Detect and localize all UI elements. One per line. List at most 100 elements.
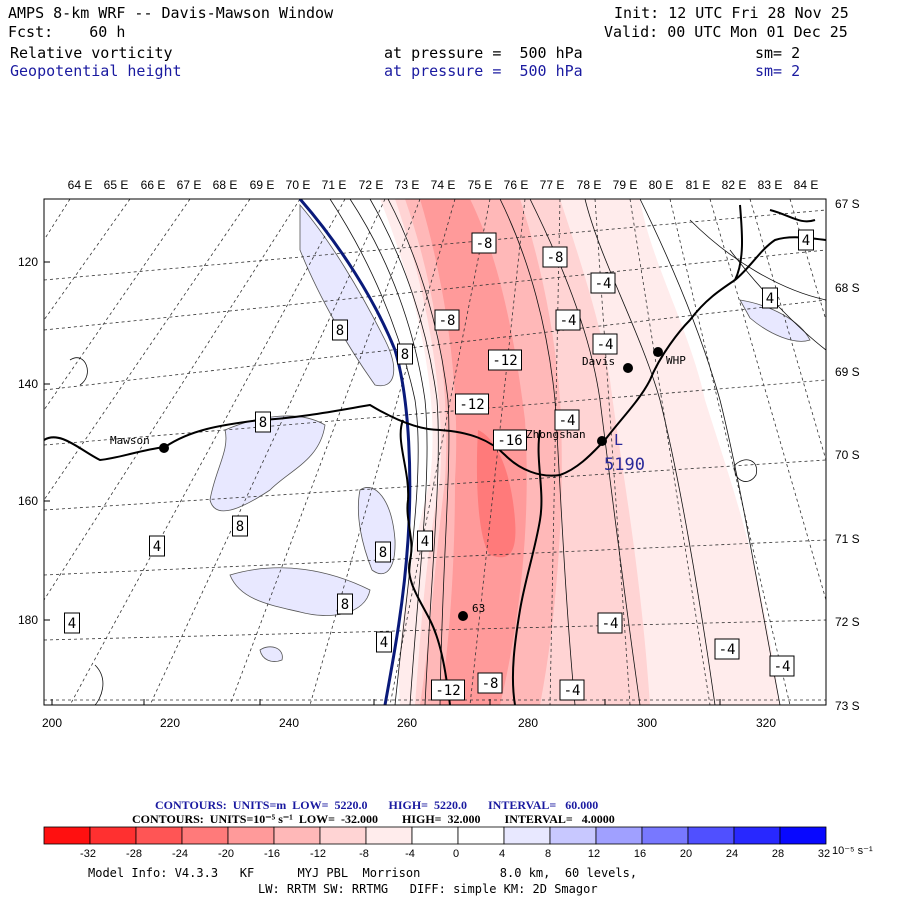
contour-label-box (337, 593, 353, 615)
lat-label: 69 S (835, 365, 860, 379)
lon-label: 74 E (431, 178, 456, 192)
contour-label: 4 (380, 635, 388, 651)
colorbar-swatch (457, 826, 505, 845)
height-contour-label: 5190 (604, 455, 645, 475)
colorbar-swatch (135, 826, 183, 845)
contour-label-box (542, 246, 568, 268)
colorbar-tick-label: -20 (218, 848, 234, 860)
lon-label: 79 E (613, 178, 638, 192)
contour-label: -4 (774, 659, 791, 675)
longitude-labels: 64 E 65 E 66 E 67 E 68 E 69 E 70 E 71 E … (68, 178, 819, 192)
colorbar: -32 -28 -24 -20 -16 -12 -8 -4 0 4 8 12 16 20 24 28 32 10⁻… (43, 826, 873, 860)
coastline-ne (734, 204, 816, 281)
contour-label-box (397, 343, 413, 365)
colorbar-swatch (641, 826, 689, 845)
contour-label: -8 (482, 676, 499, 692)
field2-smoothing: sm= 2 (755, 62, 801, 80)
lat-label: 73 S (835, 699, 860, 713)
latitude-labels: 67 S 68 S 69 S 70 S 71 S 72 S 73 S (835, 197, 860, 713)
colorbar-tick-label: 8 (545, 848, 551, 860)
contour-label: -12 (492, 353, 517, 369)
vorticity-shade-minus12 (420, 199, 527, 705)
contour-label-box (798, 229, 814, 251)
contour-label: -4 (595, 276, 612, 292)
contour-label-box (455, 393, 489, 415)
lat-label: 67 S (835, 197, 860, 211)
y-tick-label: 140 (18, 377, 38, 391)
low-marker: L (614, 431, 623, 449)
contour-label: 4 (153, 539, 161, 555)
station-marker-whp (653, 347, 663, 357)
contour-label: -8 (439, 313, 456, 329)
contour-label-box (417, 530, 433, 552)
lon-label: 73 E (395, 178, 420, 192)
contour-label-box (590, 272, 616, 294)
forecast-hour: Fcst: 60 h (8, 23, 126, 41)
colorbar-tick-label: -16 (264, 848, 280, 860)
contour-label: -4 (602, 616, 619, 632)
contour-label-box (332, 319, 348, 341)
contour-label-box (375, 541, 391, 563)
lon-label: 68 E (213, 178, 238, 192)
contour-label: -12 (459, 397, 484, 413)
contour-label: 8 (259, 415, 267, 431)
contour-label: -8 (547, 250, 564, 266)
valid-time: Valid: 00 UTC Mon 01 Dec 25 (604, 23, 848, 41)
lon-label: 70 E (286, 178, 311, 192)
contour-label-box (255, 411, 271, 433)
graticule (44, 199, 826, 705)
lon-label: 66 E (141, 178, 166, 192)
contour-label-box (477, 672, 503, 694)
coastline-inlet (399, 419, 451, 705)
field2-name: Geopotential height (10, 62, 182, 80)
contour-label-box (232, 515, 248, 537)
lon-label: 75 E (468, 178, 493, 192)
colorbar-tick-label: 28 (772, 848, 784, 860)
contour-label: -16 (497, 433, 522, 449)
colorbar-units: 10⁻⁵ s⁻¹ (832, 845, 873, 857)
x-tick-label: 260 (397, 716, 417, 730)
vorticity-shade-plus8-c (229, 567, 371, 616)
colorbar-tick-label: -32 (80, 848, 96, 860)
lon-label: 77 E (540, 178, 565, 192)
contour-label-box (559, 679, 585, 701)
contour-labels: -8 -8 -8 -4 -4 -4 -12 -12 -16 -4 -4 -4 -4 -12 -8 -4 8 8 8 8… (64, 229, 814, 701)
stations: Mawson Davis WHP Zhongshan 63 (110, 347, 686, 621)
init-time: Init: 12 UTC Fri 28 Nov 25 (614, 4, 849, 22)
contour-label: 8 (341, 597, 349, 613)
contour-label: 8 (401, 347, 409, 363)
contour-label: 8 (336, 323, 344, 339)
contour-label-box (597, 612, 623, 634)
contour-label-box (769, 655, 795, 677)
y-tick-label: 120 (18, 255, 38, 269)
lon-label: 81 E (686, 178, 711, 192)
lon-label: 84 E (794, 178, 819, 192)
contour-label-box (471, 232, 497, 254)
station-label-zhongshan: Zhongshan (526, 428, 586, 441)
left-axis (44, 261, 50, 621)
x-tick-label: 320 (756, 716, 776, 730)
lon-label: 67 E (177, 178, 202, 192)
x-tick-label: 240 (279, 716, 299, 730)
contour-label: -4 (719, 642, 736, 658)
contour-label: -12 (435, 683, 460, 699)
contour-label-box (554, 409, 580, 431)
plot-frame (43, 198, 827, 706)
colorbar-tick-label: -24 (172, 848, 188, 860)
contour-label: -4 (559, 413, 576, 429)
contour-label: 8 (236, 519, 244, 535)
model-info-line2: LW: RRTM SW: RRTMG DIFF: simple KM: 2D S… (258, 882, 598, 896)
contour-label: -4 (564, 683, 581, 699)
colorbar-tick-label: -8 (359, 848, 369, 860)
station-label-63: 63 (472, 602, 485, 615)
contour-label: -4 (597, 337, 614, 353)
colorbar-swatch (411, 826, 459, 845)
colorbar-swatch (227, 826, 275, 845)
x-tick-label: 200 (42, 716, 62, 730)
colorbar-tick-label: -4 (405, 848, 415, 860)
map-title: AMPS 8-km WRF -- Davis-Mawson Window (8, 4, 334, 22)
contour-label-box (488, 349, 522, 371)
colorbar-swatch (273, 826, 321, 845)
contour-label-box (434, 309, 460, 331)
